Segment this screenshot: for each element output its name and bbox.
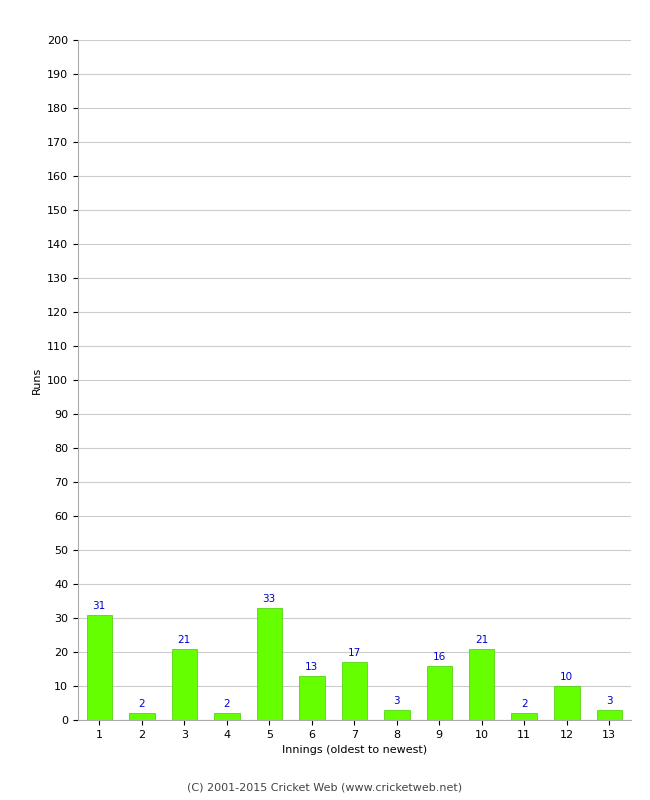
Text: 21: 21: [475, 634, 488, 645]
Bar: [512, 714, 537, 720]
Text: 33: 33: [263, 594, 276, 604]
Bar: [214, 714, 239, 720]
Bar: [554, 686, 580, 720]
Text: 16: 16: [433, 651, 446, 662]
Bar: [257, 608, 282, 720]
Bar: [299, 676, 324, 720]
Text: 10: 10: [560, 672, 573, 682]
Y-axis label: Runs: Runs: [32, 366, 42, 394]
Bar: [597, 710, 622, 720]
Text: (C) 2001-2015 Cricket Web (www.cricketweb.net): (C) 2001-2015 Cricket Web (www.cricketwe…: [187, 782, 463, 792]
Bar: [341, 662, 367, 720]
Bar: [86, 614, 112, 720]
Text: 3: 3: [606, 696, 612, 706]
Bar: [172, 649, 197, 720]
Bar: [469, 649, 495, 720]
Text: 3: 3: [393, 696, 400, 706]
Text: 2: 2: [138, 699, 145, 709]
Text: 21: 21: [177, 634, 191, 645]
Bar: [426, 666, 452, 720]
Text: 13: 13: [305, 662, 318, 672]
Text: 17: 17: [348, 648, 361, 658]
Text: 2: 2: [521, 699, 528, 709]
Text: 2: 2: [224, 699, 230, 709]
X-axis label: Innings (oldest to newest): Innings (oldest to newest): [281, 746, 427, 755]
Bar: [129, 714, 155, 720]
Bar: [384, 710, 410, 720]
Text: 31: 31: [92, 601, 106, 610]
